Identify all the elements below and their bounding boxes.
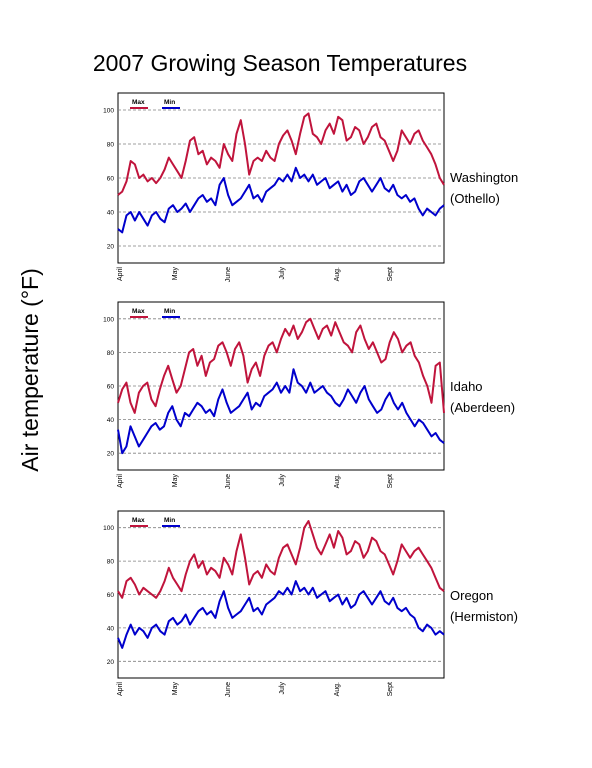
x-tick-label: May — [172, 682, 179, 696]
legend-label: Min — [164, 99, 175, 106]
chart-panels: 20 40 60 80 100 April May June July Aug. Sept Max Mi… — [103, 92, 518, 697]
legend-label: Max — [132, 99, 145, 106]
y-tick-label: 20 — [107, 451, 115, 458]
x-tick-label: April — [117, 267, 124, 281]
y-tick-label: 60 — [107, 592, 115, 599]
x-tick-label: Sept — [387, 682, 394, 696]
x-tick-label: Sept — [387, 267, 394, 281]
chart-panel-1: 20 40 60 80 100 April May June July Aug. Sept Max Mi… — [103, 92, 518, 282]
series-line-max — [117, 317, 445, 414]
y-axis-label: Air temperature (°F) — [17, 268, 43, 471]
site-label: Washington — [450, 170, 518, 185]
x-tick-label: June — [225, 474, 232, 489]
y-tick-label: 80 — [107, 350, 115, 357]
x-tick-label: April — [117, 682, 124, 696]
x-tick-label: June — [225, 267, 232, 282]
x-tick-label: May — [172, 474, 179, 488]
y-tick-label: 40 — [107, 625, 115, 632]
x-tick-label: Aug. — [334, 474, 341, 488]
figure-title: 2007 Growing Season Temperatures — [93, 50, 467, 76]
series-line-min — [117, 580, 445, 649]
y-tick-label: 60 — [107, 384, 115, 391]
y-tick-label: 40 — [107, 417, 115, 424]
y-tick-label: 80 — [107, 142, 115, 149]
x-tick-label: May — [172, 267, 179, 281]
legend-label: Min — [164, 517, 175, 524]
x-tick-label: June — [225, 682, 232, 697]
legend-label: Min — [164, 308, 175, 315]
x-tick-label: Aug. — [334, 682, 341, 696]
y-tick-label: 100 — [103, 525, 114, 532]
legend-label: Max — [132, 308, 145, 315]
series-line-max — [117, 520, 445, 599]
x-tick-label: July — [279, 474, 286, 487]
x-tick-label: July — [279, 682, 286, 695]
series-line-min — [117, 166, 445, 234]
site-label: (Othello) — [450, 191, 500, 206]
site-label: (Aberdeen) — [450, 400, 515, 415]
y-tick-label: 80 — [107, 559, 115, 566]
y-tick-label: 40 — [107, 210, 115, 217]
chart-panel-3: 20 40 60 80 100 April May June July Aug. Sept Max Mi… — [103, 510, 518, 697]
series-line-min — [117, 368, 445, 455]
chart-panel-2: 20 40 60 80 100 April May June July Aug. Sept Max Mi… — [103, 301, 515, 489]
x-tick-label: July — [279, 267, 286, 280]
site-label: Oregon — [450, 588, 493, 603]
y-tick-label: 20 — [107, 659, 115, 666]
site-label: (Hermiston) — [450, 609, 518, 624]
series-line-max — [117, 112, 445, 196]
legend-label: Max — [132, 517, 145, 524]
y-tick-label: 100 — [103, 108, 114, 115]
site-label: Idaho — [450, 379, 483, 394]
x-tick-label: April — [117, 474, 124, 488]
y-tick-label: 100 — [103, 316, 114, 323]
y-tick-label: 20 — [107, 244, 115, 251]
x-tick-label: Sept — [387, 474, 394, 488]
x-tick-label: Aug. — [334, 267, 341, 281]
y-tick-label: 60 — [107, 176, 115, 183]
